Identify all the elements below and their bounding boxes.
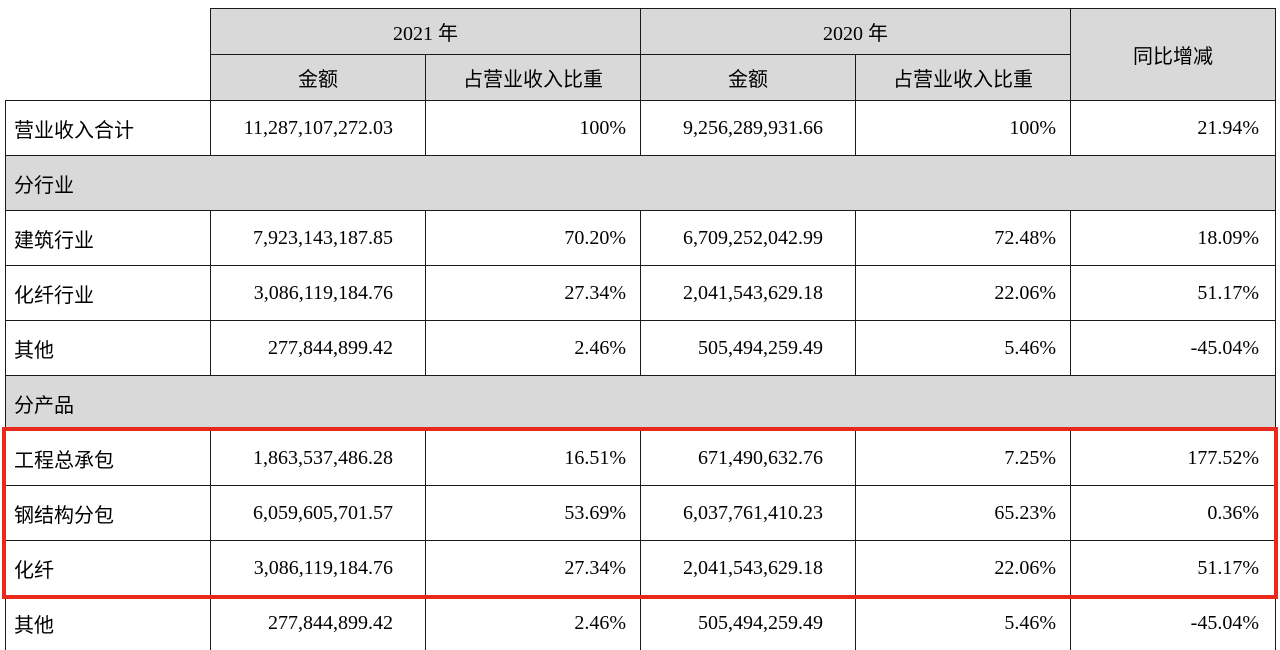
- amount-2020-cell: 505,494,259.49: [640, 595, 856, 650]
- section-label: 分产品: [5, 375, 1276, 431]
- amount-2021-cell: 7,923,143,187.85: [210, 210, 426, 266]
- share-2021-cell: 27.34%: [425, 265, 641, 321]
- share-2020-cell: 7.25%: [855, 430, 1071, 486]
- amount-2021-cell: 1,863,537,486.28: [210, 430, 426, 486]
- yoy-cell: 21.94%: [1070, 100, 1276, 156]
- section-label: 分行业: [5, 155, 1276, 211]
- header-row-metrics: 金额 占营业收入比重 金额 占营业收入比重: [6, 54, 1276, 101]
- amount-2021-cell: 277,844,899.42: [210, 595, 426, 650]
- year-2020-header: 2020 年: [640, 8, 1071, 55]
- share-2020-cell: 72.48%: [855, 210, 1071, 266]
- yoy-cell: 51.17%: [1070, 540, 1276, 596]
- share-2021-cell: 2.46%: [425, 320, 641, 376]
- row-label: 工程总承包: [5, 430, 211, 486]
- row-label: 钢结构分包: [5, 485, 211, 541]
- amount-2021-cell: 277,844,899.42: [210, 320, 426, 376]
- row-label: 化纤: [5, 540, 211, 596]
- share-2020-cell: 5.46%: [855, 320, 1071, 376]
- share-2020-cell: 5.46%: [855, 595, 1071, 650]
- amount-2021-cell: 6,059,605,701.57: [210, 485, 426, 541]
- table-row-other-product: 其他 277,844,899.42 2.46% 505,494,259.49 5…: [5, 595, 1276, 650]
- share-2021-cell: 100%: [425, 100, 641, 156]
- amount-2020-cell: 6,709,252,042.99: [640, 210, 856, 266]
- revenue-breakdown-table: 2021 年 2020 年 同比增减 金额 占营业收入比重 金额 占营业收入比重…: [2, 8, 1278, 650]
- section-row-product: 分产品: [5, 375, 1276, 431]
- row-label: 营业收入合计: [5, 100, 211, 156]
- amount-2021-cell: 3,086,119,184.76: [210, 540, 426, 596]
- revenue-table: 2021 年 2020 年 同比增减 金额 占营业收入比重 金额 占营业收入比重…: [5, 8, 1276, 650]
- section-row-industry: 分行业: [5, 155, 1276, 211]
- row-label: 其他: [5, 595, 211, 650]
- yoy-cell: 177.52%: [1070, 430, 1276, 486]
- amount-2020-cell: 505,494,259.49: [640, 320, 856, 376]
- amount-2020-cell: 2,041,543,629.18: [640, 540, 856, 596]
- table-row-chemical-fiber-product: 化纤 3,086,119,184.76 27.34% 2,041,543,629…: [5, 540, 1276, 596]
- yoy-cell: 18.09%: [1070, 210, 1276, 266]
- amount-2021-cell: 3,086,119,184.76: [210, 265, 426, 321]
- share-2020-cell: 22.06%: [855, 540, 1071, 596]
- row-label: 其他: [5, 320, 211, 376]
- table-row-construction: 建筑行业 7,923,143,187.85 70.20% 6,709,252,0…: [5, 210, 1276, 266]
- table-row-chemical-fiber-industry: 化纤行业 3,086,119,184.76 27.34% 2,041,543,6…: [5, 265, 1276, 321]
- table-row-total: 营业收入合计 11,287,107,272.03 100% 9,256,289,…: [5, 100, 1276, 156]
- share-2021-cell: 2.46%: [425, 595, 641, 650]
- amount-2020-cell: 6,037,761,410.23: [640, 485, 856, 541]
- row-label: 化纤行业: [5, 265, 211, 321]
- amount-2020-cell: 9,256,289,931.66: [640, 100, 856, 156]
- row-label: 建筑行业: [5, 210, 211, 266]
- amount-2021-cell: 11,287,107,272.03: [210, 100, 426, 156]
- table-row-epc: 工程总承包 1,863,537,486.28 16.51% 671,490,63…: [5, 430, 1276, 486]
- share-2021-cell: 16.51%: [425, 430, 641, 486]
- share-2021-cell: 27.34%: [425, 540, 641, 596]
- year-2021-header: 2021 年: [210, 8, 641, 55]
- amount-2020-cell: 671,490,632.76: [640, 430, 856, 486]
- table-row-other-industry: 其他 277,844,899.42 2.46% 505,494,259.49 5…: [5, 320, 1276, 376]
- share-2020-cell: 22.06%: [855, 265, 1071, 321]
- corner-cell: [5, 8, 211, 101]
- yoy-cell: -45.04%: [1070, 320, 1276, 376]
- share-2020-header: 占营业收入比重: [855, 54, 1071, 101]
- amount-2021-header: 金额: [210, 54, 426, 101]
- table-row-steel-structure: 钢结构分包 6,059,605,701.57 53.69% 6,037,761,…: [5, 485, 1276, 541]
- share-2021-cell: 53.69%: [425, 485, 641, 541]
- yoy-cell: 0.36%: [1070, 485, 1276, 541]
- header-row-years: 2021 年 2020 年 同比增减: [5, 8, 1276, 101]
- share-2020-cell: 65.23%: [855, 485, 1071, 541]
- yoy-cell: 51.17%: [1070, 265, 1276, 321]
- amount-2020-cell: 2,041,543,629.18: [640, 265, 856, 321]
- share-2021-cell: 70.20%: [425, 210, 641, 266]
- amount-2020-header: 金额: [640, 54, 856, 101]
- share-2020-cell: 100%: [855, 100, 1071, 156]
- yoy-header: 同比增减: [1070, 8, 1276, 101]
- yoy-cell: -45.04%: [1070, 595, 1276, 650]
- share-2021-header: 占营业收入比重: [425, 54, 641, 101]
